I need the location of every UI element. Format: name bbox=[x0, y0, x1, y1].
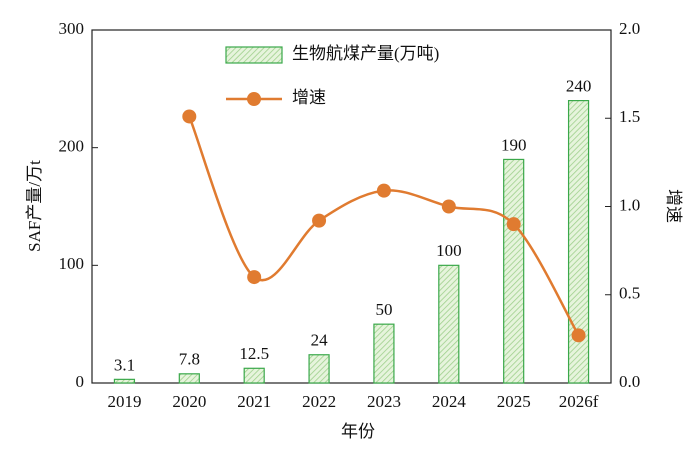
bar bbox=[113, 378, 136, 384]
data-label: 3.1 bbox=[114, 355, 135, 374]
x-tick-label: 2026f bbox=[559, 392, 599, 411]
y-tick-label: 200 bbox=[59, 137, 85, 156]
y-tick-label: 100 bbox=[59, 254, 85, 273]
data-label: 50 bbox=[375, 300, 392, 319]
y2-axis-label: 增速 bbox=[664, 189, 683, 223]
marker bbox=[376, 183, 391, 198]
legend-swatch bbox=[247, 92, 261, 106]
y2-tick-label: 1.0 bbox=[619, 195, 640, 214]
bar bbox=[373, 323, 395, 384]
x-tick-label: 2022 bbox=[302, 392, 336, 411]
y2-tick-label: 2.0 bbox=[619, 19, 640, 38]
x-axis-label: 年份 bbox=[341, 422, 375, 441]
x-tick-label: 2021 bbox=[237, 392, 271, 411]
bar bbox=[438, 264, 460, 384]
marker bbox=[506, 217, 521, 232]
bar bbox=[308, 354, 330, 384]
y-axis-label: SAF产量/万t bbox=[25, 160, 44, 252]
y2-tick-label: 1.5 bbox=[619, 107, 640, 126]
data-label: 24 bbox=[311, 331, 329, 350]
data-label: 240 bbox=[566, 77, 592, 96]
data-label: 100 bbox=[436, 241, 462, 260]
y2-tick-label: 0.5 bbox=[619, 284, 640, 303]
x-tick-label: 2020 bbox=[172, 392, 206, 411]
legend-swatch bbox=[225, 46, 283, 64]
bar bbox=[567, 99, 590, 384]
marker bbox=[247, 270, 262, 285]
x-tick-label: 2025 bbox=[497, 392, 531, 411]
bar bbox=[503, 158, 525, 384]
y-tick-label: 300 bbox=[59, 19, 85, 38]
bar bbox=[243, 367, 265, 384]
y-tick-label: 0 bbox=[76, 372, 85, 391]
marker bbox=[571, 328, 586, 343]
marker bbox=[182, 109, 197, 124]
data-label: 190 bbox=[501, 135, 527, 154]
x-tick-label: 2024 bbox=[432, 392, 467, 411]
x-tick-label: 2019 bbox=[107, 392, 141, 411]
y2-tick-label: 0.0 bbox=[619, 372, 640, 391]
legend-label: 生物航煤产量(万吨) bbox=[292, 44, 439, 63]
marker bbox=[441, 199, 456, 214]
data-label: 7.8 bbox=[179, 350, 200, 369]
legend-label: 增速 bbox=[292, 88, 326, 107]
bar bbox=[178, 373, 200, 384]
plot-frame bbox=[91, 29, 612, 384]
x-tick-label: 2023 bbox=[367, 392, 401, 411]
marker bbox=[312, 213, 327, 228]
data-label: 12.5 bbox=[239, 344, 269, 363]
